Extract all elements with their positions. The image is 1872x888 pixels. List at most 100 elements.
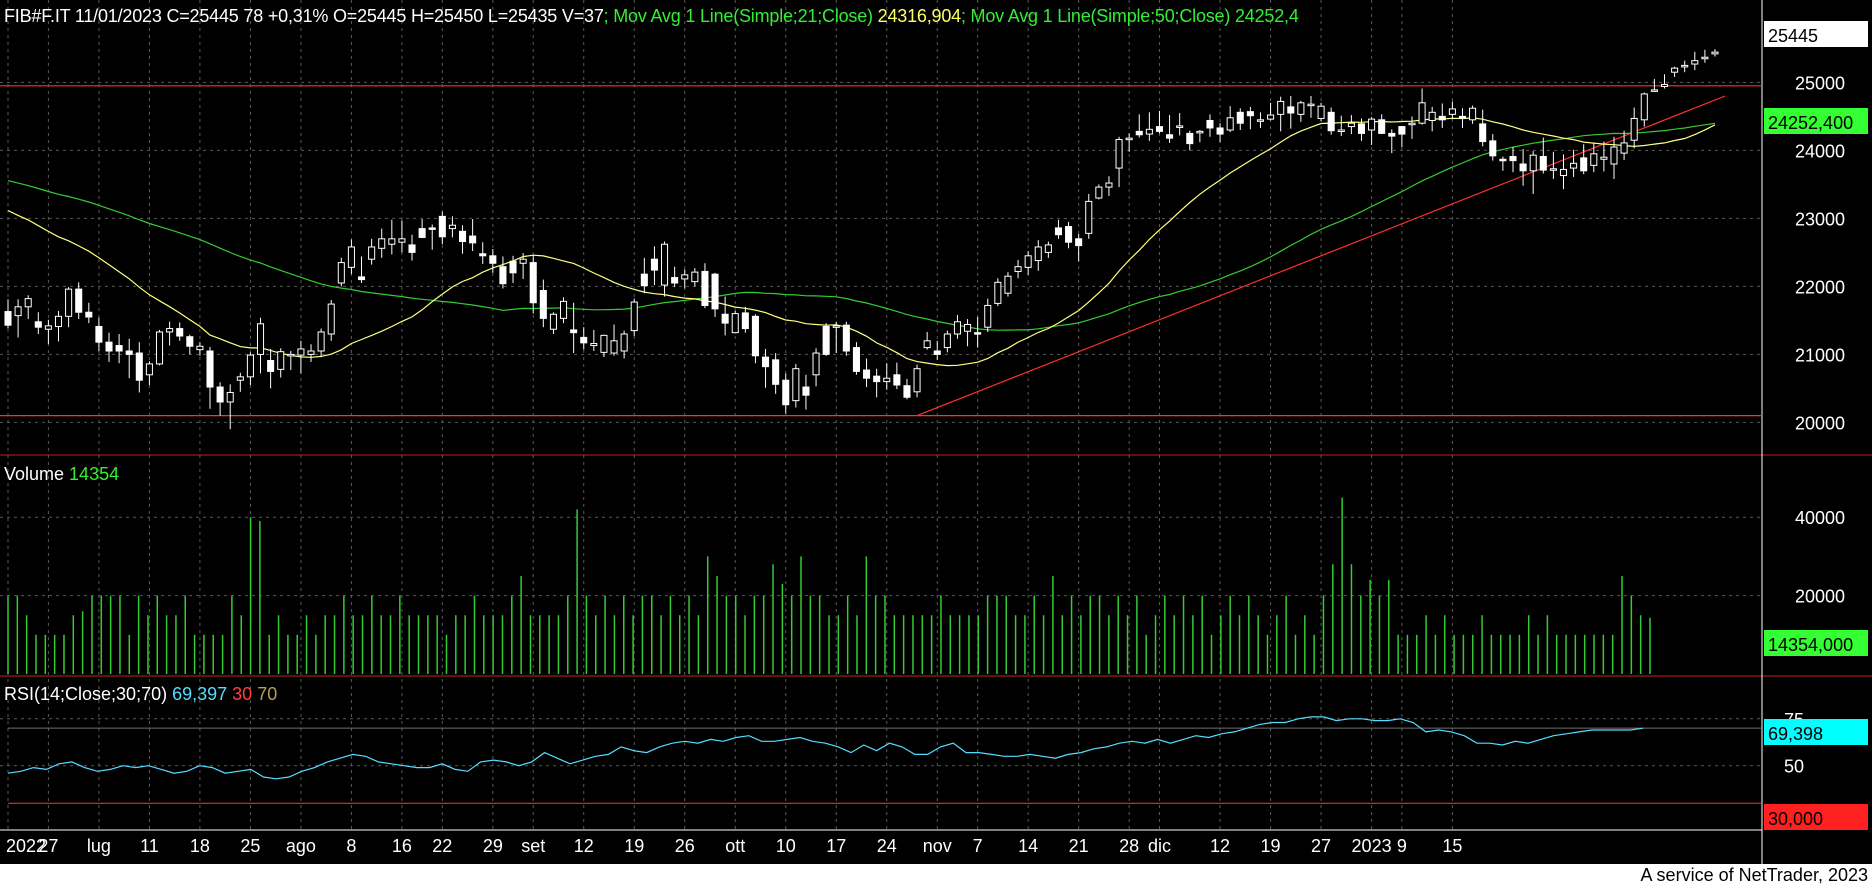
ma21-header-value: 24316,904: [877, 6, 961, 26]
candle-down: [529, 262, 537, 304]
x-tick-label: 16: [392, 836, 412, 856]
rsi-header-high: 70: [257, 684, 278, 704]
candle-up: [1630, 117, 1638, 141]
price-header: FIB#F.IT 11/01/2023 C=25445 78 +0,31% O=…: [4, 6, 1299, 27]
rsi-value-tag-bg: [1764, 719, 1868, 745]
candle-up: [792, 368, 800, 402]
candle-up: [1034, 246, 1042, 262]
candle-up: [1277, 100, 1285, 115]
ma-value-tag: 24252,400: [1768, 113, 1853, 133]
candle-down: [1246, 111, 1254, 117]
candle-up: [1559, 168, 1568, 177]
candle-down: [216, 386, 224, 403]
candle-down: [1479, 123, 1487, 143]
candle-up: [368, 246, 376, 260]
candle-up: [378, 238, 386, 249]
candle-up: [155, 331, 164, 365]
candle-down: [1357, 123, 1366, 134]
x-tick-label: dic: [1148, 836, 1171, 856]
candle-down: [125, 350, 133, 355]
candle-up: [1004, 275, 1012, 294]
candle-down: [933, 350, 941, 355]
price-tick-label: 22000: [1795, 277, 1845, 297]
candle-down: [701, 270, 709, 306]
candle-down: [903, 385, 911, 398]
candle-down: [115, 345, 123, 352]
candle-down: [1327, 111, 1335, 132]
candle-up: [812, 352, 820, 376]
candle-down: [1458, 115, 1467, 119]
candle-up: [14, 306, 22, 317]
x-tick-label: 15: [1442, 836, 1462, 856]
x-tick-label: 9: [1397, 836, 1407, 856]
x-tick-label: 25: [240, 836, 260, 856]
candle-up: [1570, 162, 1578, 169]
candle-down: [438, 215, 446, 238]
x-tick-label: 24: [877, 836, 897, 856]
candle-up: [145, 363, 153, 376]
footer-credit: A service of NetTrader, 2023: [1640, 865, 1868, 886]
candle-down: [357, 276, 366, 281]
candle-up: [1307, 103, 1315, 107]
candle-up: [1671, 67, 1679, 73]
candle-down: [893, 374, 901, 386]
candle-up: [1711, 51, 1719, 55]
candle-up: [1115, 139, 1123, 169]
x-tick-label: ott: [725, 836, 745, 856]
candle-down: [1580, 157, 1588, 172]
candle-up: [832, 325, 840, 328]
x-tick-label: 28: [1119, 836, 1139, 856]
candle-up: [226, 391, 234, 403]
x-tick-label: ago: [286, 836, 316, 856]
rsi-value-tag: 69,398: [1768, 724, 1823, 744]
candle-up: [44, 325, 52, 330]
candle-up: [1428, 111, 1436, 121]
candle-up: [1347, 122, 1355, 128]
x-tick-label: 12: [574, 836, 594, 856]
candle-down: [640, 273, 648, 287]
candle-up: [600, 334, 608, 353]
rsi-header-label: RSI(14;Close;30;70): [4, 684, 173, 704]
candle-down: [539, 289, 547, 319]
candle-up: [1600, 156, 1608, 160]
candle-up: [1418, 102, 1426, 124]
candle-down: [408, 244, 416, 253]
x-tick-label: 11: [140, 836, 159, 856]
ma50-line: [7, 122, 1716, 331]
candle-down: [1135, 130, 1143, 136]
rsi-header-value: 69,397: [172, 684, 228, 704]
candle-down: [1065, 226, 1073, 243]
candle-up: [448, 224, 456, 230]
candle-up: [398, 238, 406, 243]
candle-down: [479, 253, 487, 257]
candle-up: [347, 246, 355, 268]
candle-up: [964, 323, 972, 332]
candle-up: [691, 271, 699, 283]
candle-down: [1206, 119, 1214, 129]
candle-up: [1024, 255, 1032, 268]
volume-header-label: Volume: [4, 464, 70, 484]
x-tick-label: 29: [483, 836, 503, 856]
price-tick-label: 24000: [1795, 141, 1845, 161]
candle-up: [1549, 168, 1557, 171]
candle-up: [943, 333, 951, 349]
candle-up: [1368, 118, 1376, 131]
candle-up: [984, 304, 992, 328]
x-tick-label: 19: [624, 836, 644, 856]
candle-up: [388, 238, 396, 245]
candle-up: [297, 348, 305, 356]
candle-up: [196, 345, 204, 351]
candle-down: [1186, 132, 1194, 145]
candle-up: [1681, 64, 1689, 68]
x-tick-label: 14: [1018, 836, 1038, 856]
candle-up: [1620, 142, 1628, 154]
candle-down: [4, 311, 12, 326]
volume-header: Volume 14354: [4, 464, 119, 485]
candle-down: [1509, 156, 1517, 162]
candle-up: [1448, 108, 1456, 115]
x-tick-label: 19: [1261, 836, 1281, 856]
candle-down: [863, 369, 871, 379]
candle-up: [620, 333, 628, 352]
candle-up: [337, 262, 345, 284]
